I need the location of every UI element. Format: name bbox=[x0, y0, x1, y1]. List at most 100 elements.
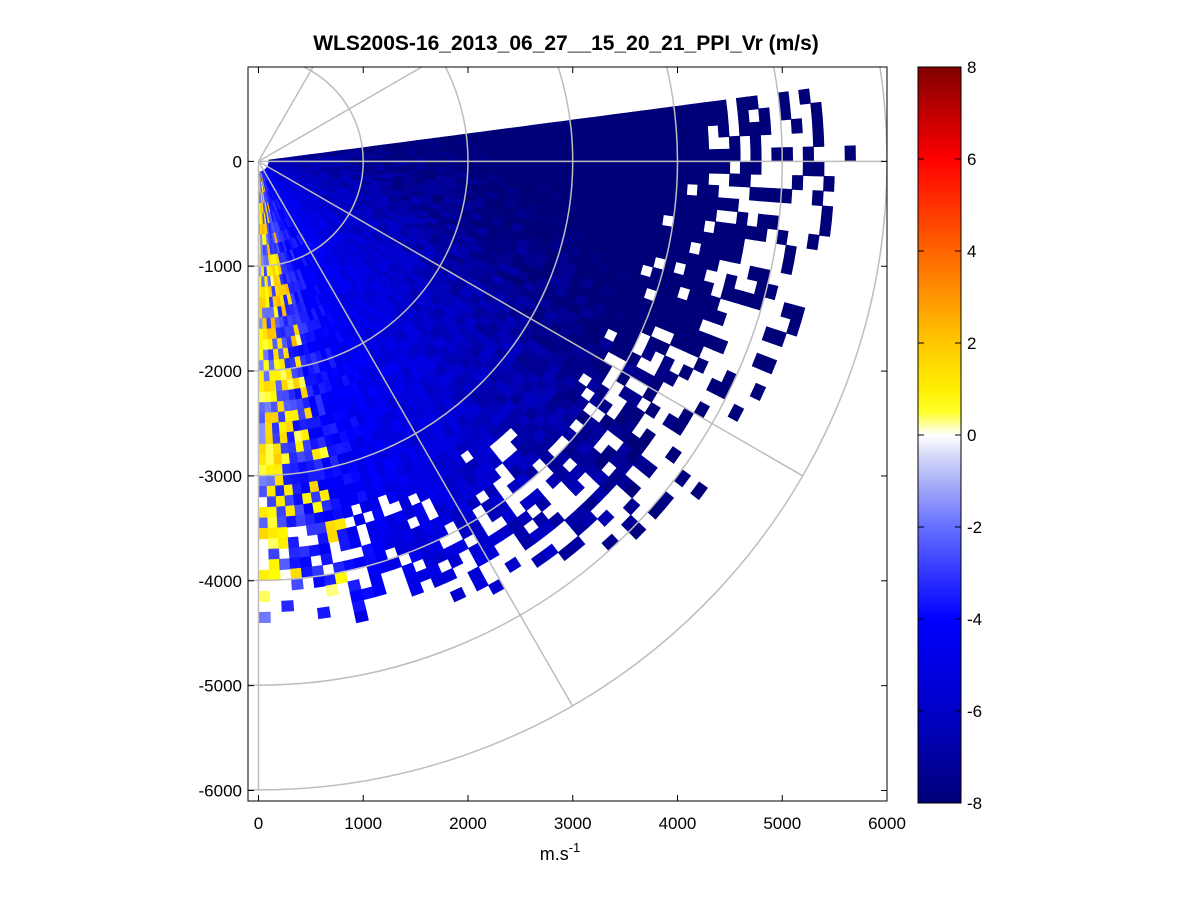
velocity-cell bbox=[571, 144, 584, 154]
velocity-cell bbox=[258, 590, 271, 603]
velocity-cell bbox=[748, 186, 761, 202]
velocity-cell bbox=[654, 181, 667, 194]
velocity-cell bbox=[591, 187, 604, 198]
y-tick-label: -6000 bbox=[199, 782, 242, 801]
velocity-cell bbox=[622, 121, 635, 133]
x-tick-label: 1000 bbox=[344, 814, 382, 833]
velocity-cell bbox=[540, 161, 553, 170]
velocity-cell bbox=[529, 175, 542, 184]
velocity-cell bbox=[612, 122, 625, 134]
velocity-cell bbox=[634, 130, 646, 142]
velocity-cell bbox=[435, 151, 448, 158]
velocity-cell bbox=[265, 454, 275, 466]
velocity-cell bbox=[712, 310, 728, 327]
velocity-cell bbox=[600, 114, 614, 126]
velocity-cell bbox=[292, 483, 303, 496]
velocity-cell bbox=[466, 177, 479, 185]
velocity-cell bbox=[674, 193, 687, 207]
velocity-cell bbox=[623, 180, 636, 192]
x-tick-label: 0 bbox=[254, 814, 263, 833]
velocity-cell bbox=[508, 180, 520, 190]
y-tick-label: -1000 bbox=[199, 257, 242, 276]
velocity-cell bbox=[704, 100, 718, 115]
velocity-cell bbox=[540, 145, 553, 155]
velocity-cell bbox=[258, 485, 268, 498]
velocity-cell bbox=[560, 128, 573, 138]
velocity-cell bbox=[749, 382, 767, 402]
velocity-cell bbox=[294, 504, 306, 517]
velocity-cell bbox=[504, 556, 522, 574]
velocity-cell bbox=[561, 161, 574, 170]
velocity-cell bbox=[530, 161, 542, 170]
velocity-cell bbox=[694, 207, 707, 221]
velocity-cell bbox=[697, 172, 710, 186]
velocity-cell bbox=[700, 280, 715, 296]
velocity-cell bbox=[717, 123, 730, 138]
velocity-cell bbox=[750, 161, 762, 175]
velocity-cell bbox=[268, 548, 280, 561]
velocity-cell bbox=[318, 542, 332, 556]
x-tick-label: 3000 bbox=[554, 814, 592, 833]
velocity-cell bbox=[266, 496, 277, 508]
velocity-cell bbox=[666, 139, 678, 152]
velocity-cell bbox=[737, 109, 750, 124]
velocity-cell bbox=[287, 536, 300, 549]
velocity-cell bbox=[634, 180, 646, 193]
velocity-cell bbox=[599, 206, 612, 218]
velocity-cell bbox=[729, 248, 743, 265]
velocity-cell bbox=[548, 191, 561, 202]
velocity-cell bbox=[614, 161, 626, 172]
velocity-cell bbox=[298, 545, 311, 558]
velocity-cell bbox=[712, 337, 729, 355]
velocity-cell bbox=[528, 189, 541, 199]
velocity-cell bbox=[749, 134, 762, 149]
velocity-cell bbox=[716, 197, 729, 212]
velocity-cell bbox=[713, 221, 727, 236]
velocity-cell bbox=[695, 113, 708, 128]
velocity-cell bbox=[569, 118, 582, 129]
colorbar-tick-label: -4 bbox=[967, 610, 982, 629]
velocity-cell bbox=[810, 101, 823, 119]
velocity-cell bbox=[435, 170, 448, 177]
velocity-cell bbox=[601, 123, 614, 135]
velocity-cell bbox=[258, 391, 266, 403]
velocity-cell bbox=[726, 198, 740, 213]
velocity-cell bbox=[548, 121, 561, 132]
velocity-cell bbox=[592, 178, 605, 189]
velocity-cell bbox=[644, 181, 657, 193]
velocity-cell bbox=[498, 167, 511, 175]
velocity-cell bbox=[682, 217, 696, 231]
velocity-cell bbox=[320, 552, 334, 566]
velocity-cell bbox=[613, 132, 625, 144]
velocity-cell bbox=[270, 401, 279, 414]
y-tick-label: -3000 bbox=[199, 467, 242, 486]
velocity-cell bbox=[715, 99, 728, 114]
velocity-cell bbox=[540, 168, 553, 178]
velocity-cell bbox=[642, 201, 655, 214]
velocity-cell bbox=[446, 150, 458, 157]
velocity-cell bbox=[571, 135, 584, 146]
velocity-cell bbox=[676, 149, 689, 162]
velocity-cell bbox=[466, 171, 479, 179]
velocity-cell bbox=[581, 125, 594, 137]
velocity-cell bbox=[270, 390, 278, 403]
velocity-cell bbox=[277, 537, 290, 550]
velocity-cell bbox=[275, 495, 286, 508]
velocity-cell bbox=[798, 88, 811, 105]
velocity-cell bbox=[549, 129, 562, 139]
velocity-cell bbox=[425, 169, 437, 176]
velocity-cell bbox=[769, 187, 782, 203]
velocity-cell bbox=[645, 140, 657, 152]
velocity-cell bbox=[507, 126, 520, 136]
velocity-cell bbox=[498, 161, 511, 169]
velocity-cell bbox=[656, 150, 668, 162]
velocity-cell bbox=[258, 475, 268, 487]
velocity-cell bbox=[697, 137, 710, 151]
velocity-cell bbox=[601, 188, 614, 199]
velocity-cell bbox=[802, 146, 815, 162]
velocity-cell bbox=[706, 112, 719, 127]
velocity-cell bbox=[633, 190, 646, 203]
velocity-cell bbox=[600, 197, 614, 209]
velocity-cell bbox=[820, 205, 834, 223]
velocity-cell bbox=[666, 150, 678, 162]
